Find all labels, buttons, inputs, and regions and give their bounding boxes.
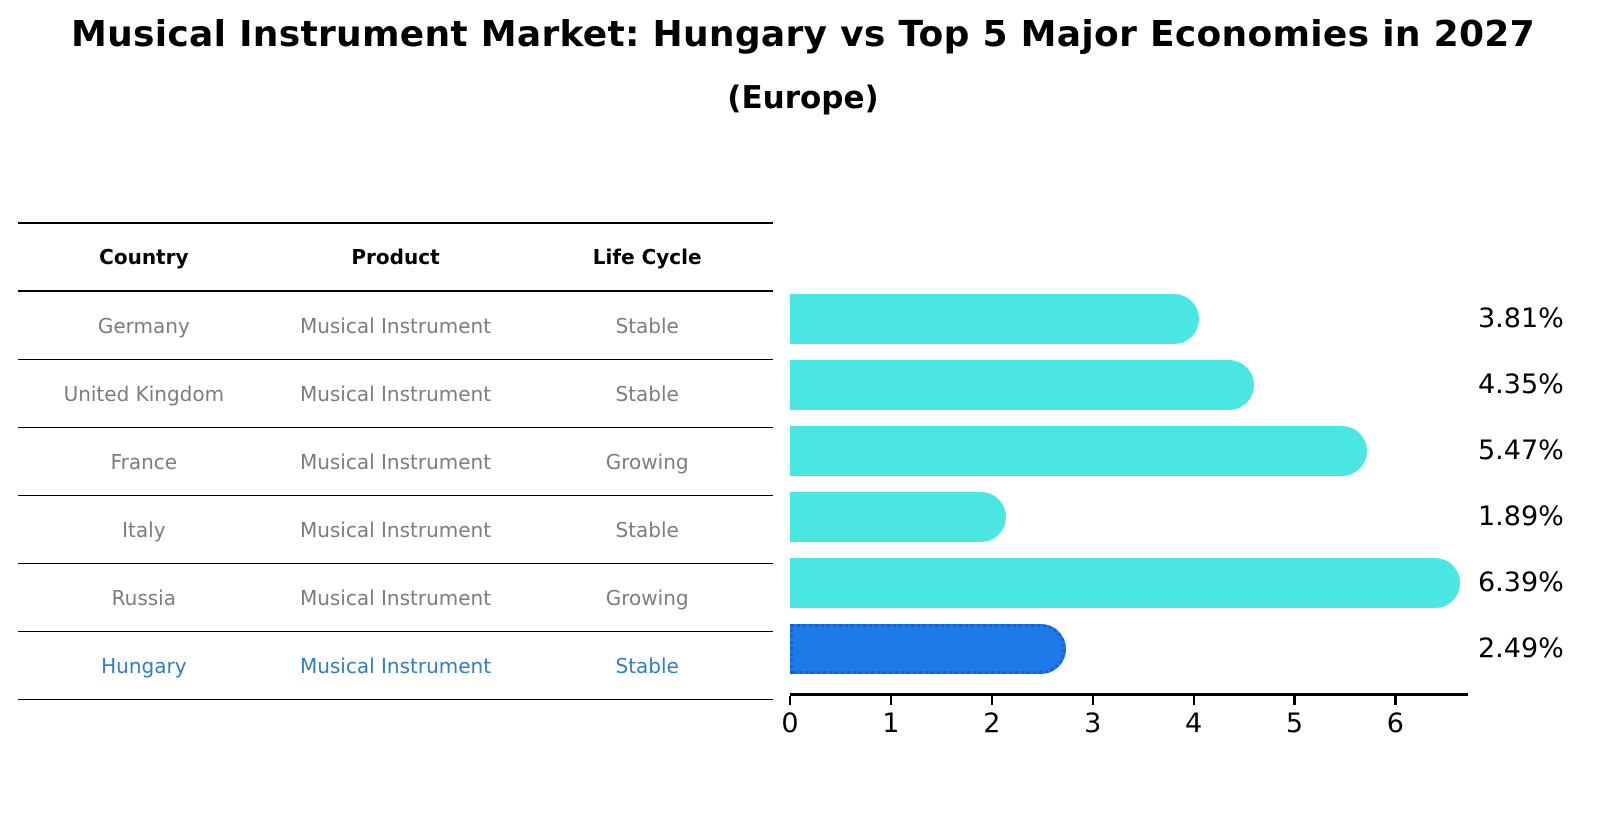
bar-russia [790, 558, 1460, 608]
cell-life-cycle: Stable [615, 381, 679, 406]
x-tick-mark [1293, 695, 1296, 705]
table-row: Italy Musical Instrument Stable [18, 496, 773, 564]
cell-country: Germany [97, 313, 190, 338]
chart-subtitle: (Europe) [727, 80, 879, 116]
cell-country: United Kingdom [63, 381, 225, 406]
column-header: Country [99, 245, 189, 269]
table-row: Germany Musical Instrument Stable [18, 292, 773, 360]
cell-country: Russia [111, 585, 176, 610]
cell-country: Italy [122, 517, 166, 542]
x-tick-label: 6 [1386, 708, 1404, 739]
cell-product: Musical Instrument [299, 585, 492, 610]
table-row: United Kingdom Musical Instrument Stable [18, 360, 773, 428]
bar-united-kingdom [790, 360, 1254, 410]
x-tick-mark [1192, 695, 1195, 705]
table-body: Germany Musical Instrument Stable United Ki… [18, 292, 773, 700]
value-label: 6.39% [1478, 567, 1564, 598]
x-tick-mark [789, 695, 792, 705]
value-label: 4.35% [1478, 369, 1564, 400]
cell-life-cycle: Stable [615, 517, 679, 542]
cell-country: Hungary [101, 653, 187, 678]
x-tick-mark [990, 695, 993, 705]
x-axis-line [790, 693, 1468, 696]
x-tick-label: 1 [882, 708, 900, 739]
cell-product: Musical Instrument [299, 653, 492, 678]
cell-country: France [110, 449, 178, 474]
x-tick-label: 0 [781, 708, 799, 739]
cell-product: Musical Instrument [299, 313, 492, 338]
table-row: France Musical Instrument Growing [18, 428, 773, 496]
table-row: Hungary Musical Instrument Stable [18, 632, 773, 700]
value-label: 5.47% [1478, 435, 1564, 466]
cell-life-cycle: Stable [615, 653, 679, 678]
cell-life-cycle: Growing [605, 585, 689, 610]
x-tick-mark [1091, 695, 1094, 705]
bar-hungary [790, 624, 1066, 674]
country-table: Country Product Life Cycle Germany Musical … [18, 222, 773, 700]
bar-france [790, 426, 1367, 476]
chart-title: Musical Instrument Market: Hungary vs To… [70, 14, 1536, 55]
x-tick-mark [1394, 695, 1397, 705]
cell-product: Musical Instrument [299, 381, 492, 406]
bar-italy [790, 492, 1006, 542]
column-header: Life Cycle [592, 245, 702, 269]
x-tick-label: 2 [983, 708, 1001, 739]
value-label: 2.49% [1478, 633, 1564, 664]
cell-life-cycle: Growing [605, 449, 689, 474]
value-label: 3.81% [1478, 303, 1564, 334]
table-header-row: Country Product Life Cycle [18, 222, 773, 292]
cell-life-cycle: Stable [615, 313, 679, 338]
x-tick-mark [889, 695, 893, 705]
table-row: Russia Musical Instrument Growing [18, 564, 773, 632]
x-tick-label: 3 [1084, 708, 1102, 739]
cell-product: Musical Instrument [299, 449, 492, 474]
bar-germany [790, 294, 1199, 344]
bar-chart: 0 1 2 3 4 5 6 3.81% 4.35% 5.47% 1.89% 6.39% 2.49% [781, 222, 1606, 822]
value-label: 1.89% [1478, 501, 1564, 532]
column-header: Product [351, 245, 440, 269]
x-tick-label: 5 [1285, 708, 1304, 739]
x-tick-label: 4 [1184, 708, 1203, 739]
cell-product: Musical Instrument [299, 517, 492, 542]
